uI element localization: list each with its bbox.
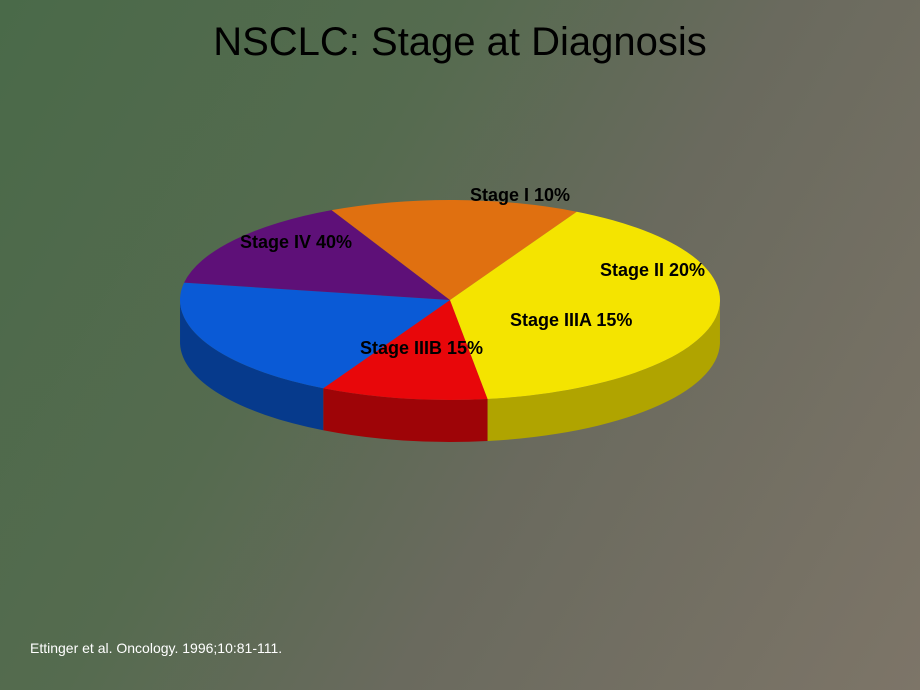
slice-label: Stage IV 40% — [240, 232, 352, 253]
citation-text: Ettinger et al. Oncology. 1996;10:81-111… — [30, 640, 282, 656]
slice-label: Stage I 10% — [470, 185, 570, 206]
slice-label: Stage IIIA 15% — [510, 310, 632, 331]
pie-chart: Stage I 10%Stage II 20%Stage IIIA 15%Sta… — [170, 190, 730, 470]
slice-label: Stage IIIB 15% — [360, 338, 483, 359]
page-title: NSCLC: Stage at Diagnosis — [0, 20, 920, 65]
slice-label: Stage II 20% — [600, 260, 705, 281]
